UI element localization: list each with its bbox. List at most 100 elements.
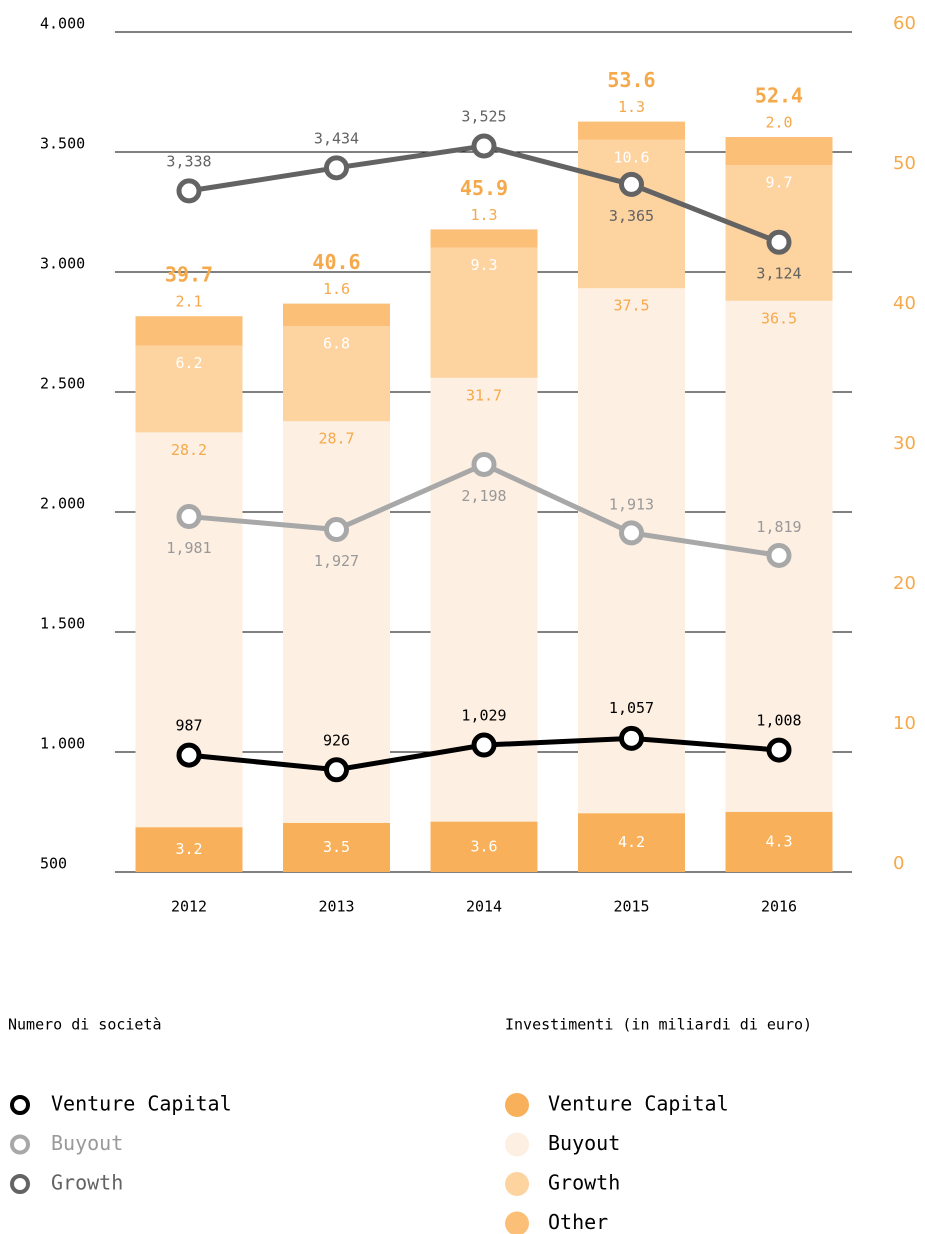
bar-segment (578, 288, 685, 814)
line-value-label: 3,338 (166, 152, 211, 170)
y-tick-label: 3.000 (40, 255, 85, 273)
line-point (471, 133, 497, 159)
line-point (766, 542, 792, 568)
bar-value-label: 37.5 (613, 297, 649, 315)
total-label: 39.7 (165, 263, 213, 287)
bar-segment (283, 421, 390, 823)
line-value-label: 1,981 (166, 539, 211, 557)
y-tick-label: 2.500 (40, 375, 85, 393)
line-value-label: 1,819 (756, 518, 801, 536)
line-value-label: 3,124 (756, 265, 801, 283)
bar-value-label: 28.7 (318, 430, 354, 448)
line-value-label: 1,057 (609, 699, 654, 717)
y2-tick-label: 30 (893, 433, 916, 454)
y2-tick-label: 20 (893, 573, 916, 594)
legend-title: Numero di società (8, 1016, 162, 1034)
line-value-label: 1,927 (314, 552, 359, 570)
line-value-label: 3,434 (314, 129, 359, 147)
bar-segment (283, 823, 390, 872)
bar-segment (135, 432, 243, 828)
legend-label: Buyout (51, 1131, 123, 1155)
legend-label: Buyout (548, 1131, 620, 1155)
bar-value-label: 3.2 (175, 840, 202, 858)
line-value-label: 1,029 (461, 707, 506, 725)
line-point (324, 757, 349, 783)
x-tick-label: 2015 (613, 898, 649, 916)
y-tick-label: 500 (40, 855, 67, 873)
bar-segment (430, 821, 538, 872)
line-point (324, 155, 349, 181)
legend-label: Other (548, 1210, 608, 1234)
line-point (619, 725, 644, 751)
line-point (619, 520, 644, 546)
bar-value-label: 31.7 (466, 386, 502, 404)
bar-value-label: 28.2 (171, 441, 207, 459)
bar-value-label: 4.2 (618, 833, 645, 851)
line-value-label: 3,525 (461, 108, 506, 126)
bar-value-label: 6.8 (323, 335, 350, 353)
legend-swatch (10, 1095, 30, 1115)
legend-swatch (505, 1172, 529, 1196)
bar-segment (430, 247, 538, 378)
x-tick-label: 2016 (761, 898, 797, 916)
legend-swatch (505, 1093, 529, 1117)
y2-tick-label: 10 (893, 713, 916, 734)
bar-segment (578, 139, 685, 289)
line-point (176, 504, 202, 530)
x-tick-label: 2014 (466, 898, 502, 916)
bar-value-label: 3.6 (470, 837, 497, 855)
bar-value-label: 1.6 (323, 280, 350, 298)
bar-segment (135, 827, 243, 872)
x-tick-label: 2012 (171, 898, 207, 916)
bar-segment (725, 811, 833, 872)
y2-tick-label: 60 (893, 13, 916, 34)
y-tick-label: 3.500 (40, 135, 85, 153)
bar-value-label: 4.3 (765, 832, 792, 850)
bar-value-label: 9.7 (765, 174, 792, 192)
line-point (766, 229, 792, 255)
legend-title: Investimenti (in miliardi di euro) (505, 1016, 812, 1034)
legend-swatch (10, 1134, 30, 1155)
bar-value-label: 1.3 (618, 98, 645, 116)
line-point (619, 171, 644, 197)
bar-segment (283, 326, 390, 422)
y-tick-label: 2.000 (40, 495, 85, 513)
line-point (471, 451, 497, 477)
line-value-label: 987 (175, 717, 202, 735)
y-tick-label: 1.000 (40, 735, 85, 753)
total-label: 53.6 (607, 68, 655, 92)
bar-segment (135, 345, 243, 433)
y2-tick-label: 50 (893, 153, 916, 174)
y2-tick-label: 0 (893, 853, 904, 874)
line-point (324, 517, 349, 543)
legend-label: Venture Capital (51, 1092, 232, 1116)
legend-swatch (505, 1211, 529, 1234)
bar-value-label: 36.5 (761, 309, 797, 327)
line-point (471, 732, 497, 758)
bar-segment (430, 229, 538, 248)
bar-value-label: 3.5 (323, 838, 350, 856)
bar-value-label: 9.3 (470, 256, 497, 274)
bar-segment (725, 137, 833, 165)
total-label: 45.9 (460, 176, 508, 200)
bar-value-label: 2.1 (175, 293, 202, 311)
bar-segment (578, 813, 685, 872)
total-label: 52.4 (755, 84, 803, 108)
line-point (176, 178, 202, 204)
bar-value-label: 1.3 (470, 206, 497, 224)
line-value-label: 926 (323, 731, 350, 749)
legend-swatch (505, 1132, 529, 1157)
bar-segment (135, 316, 243, 346)
bar-value-label: 10.6 (613, 148, 649, 166)
bar-value-label: 2.0 (765, 114, 792, 132)
bar-value-label: 6.2 (175, 354, 202, 372)
line-point (766, 737, 792, 763)
line-point (176, 742, 202, 768)
line-value-label: 1,008 (756, 712, 801, 730)
bar-segment (578, 121, 685, 140)
total-label: 40.6 (312, 250, 360, 274)
y-tick-label: 1.500 (40, 615, 85, 633)
legend-label: Growth (548, 1171, 620, 1195)
